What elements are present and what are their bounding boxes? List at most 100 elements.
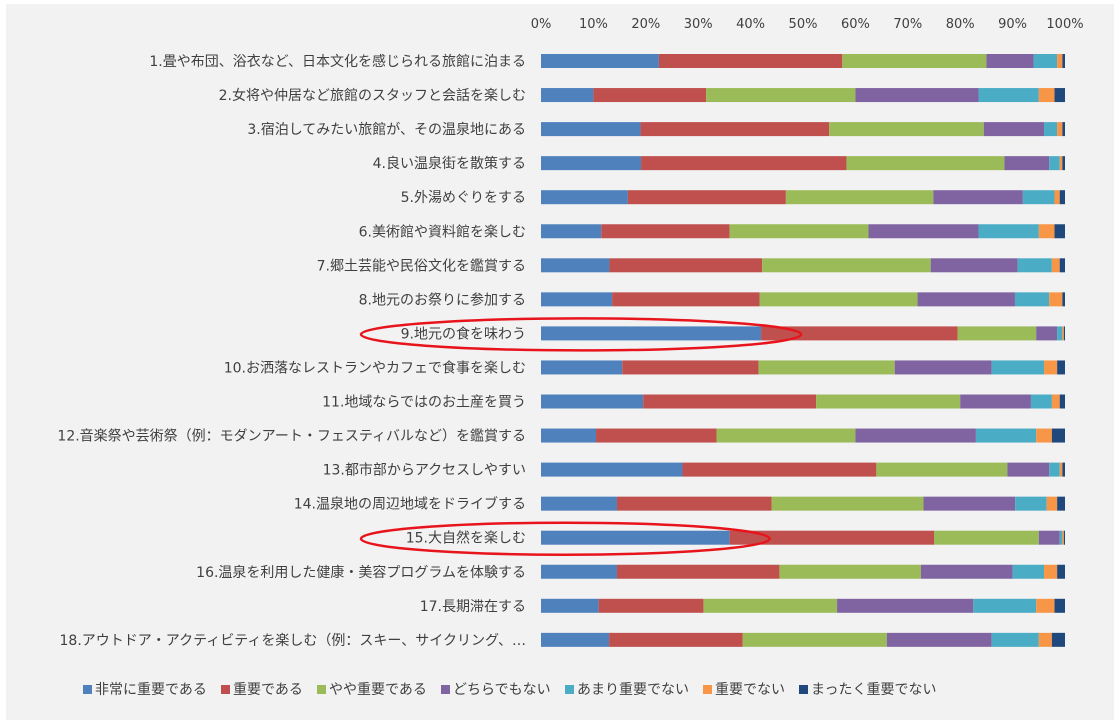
bar-segment <box>541 360 623 375</box>
bar-segment <box>609 632 743 647</box>
legend-entry: 重要である <box>233 682 303 698</box>
x-tick-label: 40% <box>736 17 765 32</box>
bar-segment <box>1007 462 1050 477</box>
bar-segment <box>957 326 1037 341</box>
bar-segment <box>1049 462 1060 477</box>
bar-segment <box>1054 88 1065 103</box>
highlight-ellipse <box>359 317 803 352</box>
stacked-bar-chart: 0% 10% 20% 30% 40% 50% 60% 70% 80% 90% 100% 1.畳や布団… <box>57 17 1084 698</box>
bar-segment <box>1059 156 1063 171</box>
bar-segment <box>541 88 594 103</box>
bar-segment <box>1051 394 1060 409</box>
bar-segment <box>598 598 704 613</box>
category-label: 2.女将や仲居など旅館のスタッフと会話を楽しむ <box>219 87 526 104</box>
category-label: 5.外湯めぐりをする <box>401 189 526 206</box>
bar-segment <box>842 54 987 68</box>
bar-segment <box>855 88 979 103</box>
category-label: 3.宿泊してみたい旅館が、その温泉地にある <box>247 121 526 138</box>
bar-segment <box>973 598 1037 613</box>
x-tick-label: 50% <box>789 17 818 32</box>
bar-segment <box>1038 530 1060 545</box>
category-label: 14.温泉地の周辺地域をドライブする <box>294 496 526 513</box>
bars <box>541 54 1065 647</box>
bar-segment <box>1044 564 1058 579</box>
bar-segment <box>1059 258 1065 273</box>
x-tick-label: 80% <box>946 17 975 32</box>
legend: 非常に重要である 重要である やや重要である どちらでもない あまり重要でない 重要でない… <box>83 682 936 698</box>
bar-segment <box>1044 360 1058 375</box>
legend-swatch <box>565 685 574 694</box>
highlight-ellipses <box>359 317 803 556</box>
bar-segment <box>541 462 683 477</box>
x-tick-label: 60% <box>841 17 870 32</box>
bar-segment <box>934 530 1039 545</box>
legend-entry: やや重要である <box>329 682 427 698</box>
legend-swatch <box>441 685 450 694</box>
bar-segment <box>1049 156 1060 171</box>
x-tick-label: 70% <box>893 17 922 32</box>
bar-segment <box>1062 530 1064 545</box>
bar-segment <box>846 156 1005 171</box>
bar-segment <box>816 394 961 409</box>
bar-segment <box>541 224 602 239</box>
legend-swatch <box>83 685 92 694</box>
x-tick-label: 0% <box>531 17 552 32</box>
category-label: 10.お洒落なレストランやカフェで食事を楽しむ <box>224 359 526 376</box>
legend-entry: 非常に重要である <box>95 682 207 698</box>
bar-segment <box>1030 394 1052 409</box>
bar-segment <box>1054 598 1065 613</box>
bar-segment <box>1033 54 1058 68</box>
bar-segment <box>541 190 628 205</box>
bar-segment <box>541 292 613 307</box>
bar-segment <box>762 258 931 273</box>
bar-segment <box>1004 156 1050 171</box>
bar-segment <box>1062 156 1065 171</box>
bar-segment <box>1054 190 1060 205</box>
bar-segment <box>1057 54 1063 68</box>
bar-segment <box>1015 496 1047 511</box>
bar-segment <box>1057 496 1065 511</box>
bar-segment <box>541 598 599 613</box>
x-axis-ticks: 0% 10% 20% 30% 40% 50% 60% 70% 80% 90% 100% <box>531 17 1084 32</box>
bar-segment <box>541 564 617 579</box>
bar-segment <box>837 598 974 613</box>
bar-segment <box>541 632 610 647</box>
bar-segment <box>894 360 992 375</box>
category-label: 18.アウトドア・アクティビティを楽しむ（例：スキー、サイクリング、… <box>60 633 526 649</box>
bar-segment <box>541 428 597 443</box>
bar-segment <box>541 530 730 545</box>
bar-segment <box>541 54 659 68</box>
bar-segment <box>1062 326 1064 341</box>
category-label: 4.良い温泉街を散策する <box>373 155 526 172</box>
legend-swatch <box>703 685 712 694</box>
bar-segment <box>855 428 976 443</box>
highlight-ellipse <box>359 521 771 556</box>
bar-segment <box>1022 190 1055 205</box>
category-label: 17.長期滞在する <box>420 599 526 615</box>
bar-segment <box>640 122 830 137</box>
x-tick-label: 20% <box>631 17 660 32</box>
bar-segment <box>1038 632 1052 647</box>
bar-segment <box>541 496 617 511</box>
bar-segment <box>593 88 707 103</box>
bar-segment <box>1059 394 1065 409</box>
bar-segment <box>758 360 895 375</box>
bar-segment <box>1049 292 1063 307</box>
category-labels: 1.畳や布団、浴衣など、日本文化を感じられる旅館に泊まる 2.女将や仲居など旅館の… <box>57 53 526 649</box>
bar-segment <box>641 156 847 171</box>
bar-segment <box>1051 428 1065 443</box>
bar-segment <box>759 292 918 307</box>
bar-segment <box>1062 462 1065 477</box>
bar-segment <box>1057 326 1063 341</box>
bar-segment <box>1036 428 1052 443</box>
bar-segment <box>991 360 1045 375</box>
bar-segment <box>541 122 641 137</box>
bar-segment <box>771 496 924 511</box>
bar-segment <box>1012 564 1045 579</box>
bar-segment <box>1059 462 1063 477</box>
bar-segment <box>983 122 1045 137</box>
legend-swatch <box>221 685 230 694</box>
bar-segment <box>703 598 838 613</box>
bar-segment <box>706 88 856 103</box>
bar-segment <box>1059 190 1065 205</box>
